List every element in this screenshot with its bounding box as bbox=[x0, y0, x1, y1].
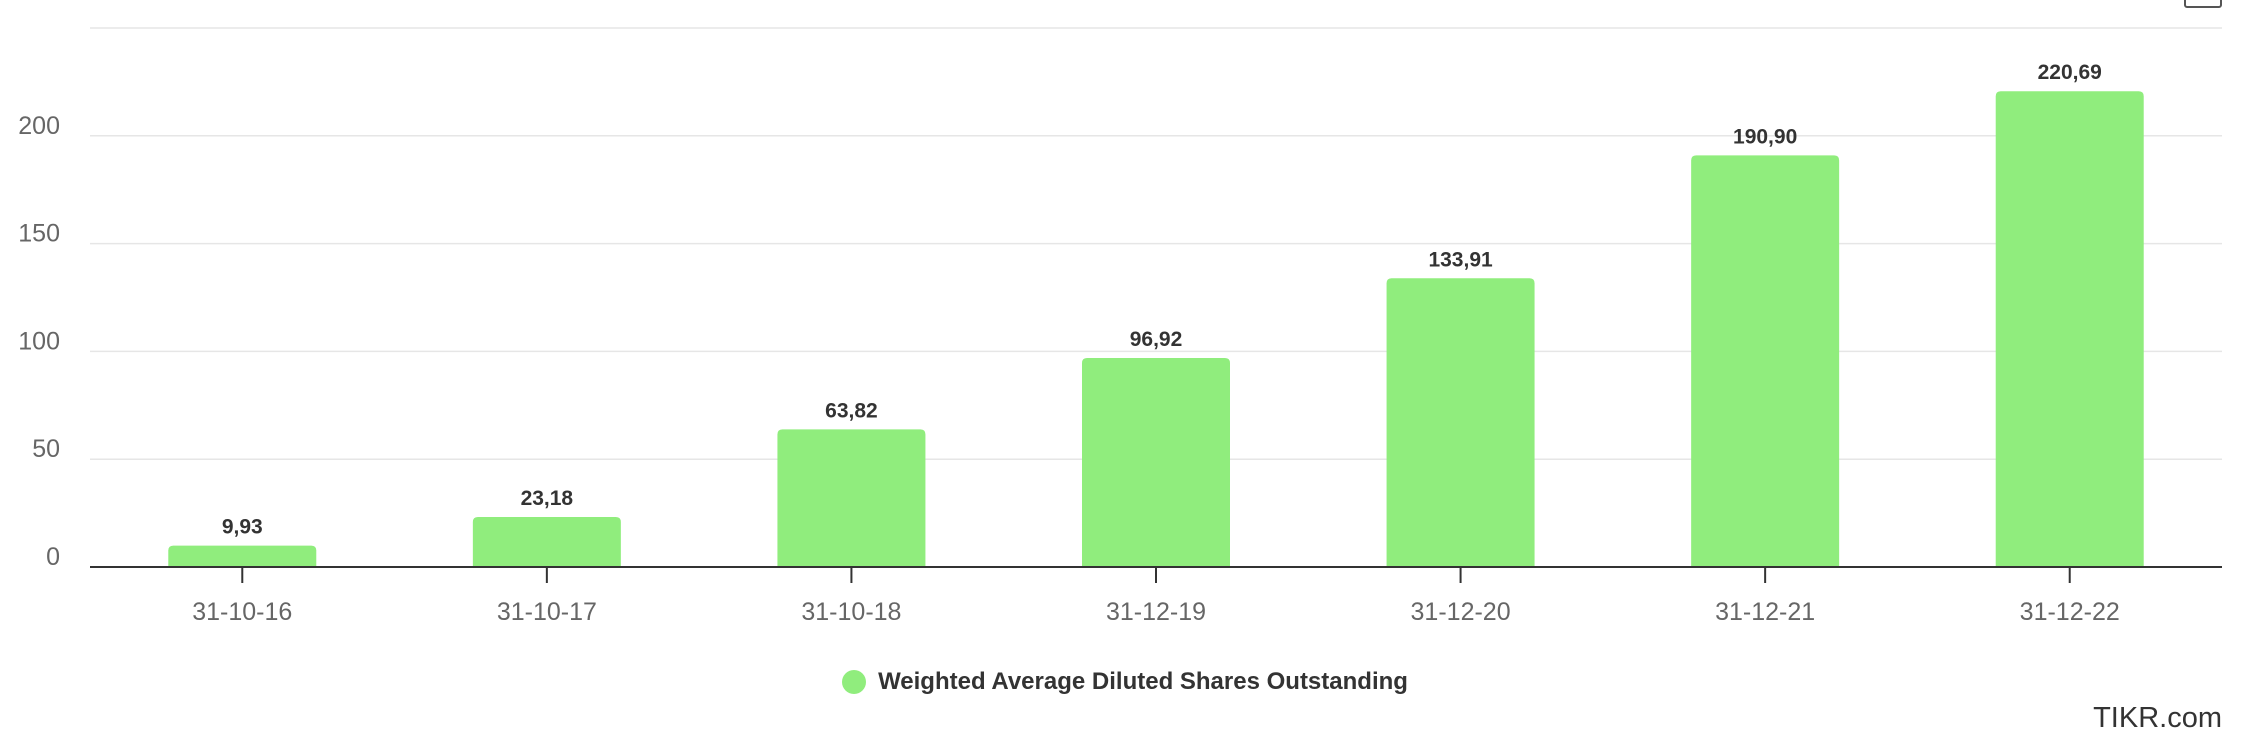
y-tick-label: 150 bbox=[18, 220, 60, 248]
legend-label: Weighted Average Diluted Shares Outstand… bbox=[878, 668, 1408, 695]
menu-icon[interactable] bbox=[2184, 0, 2222, 8]
x-tick-label: 31-12-20 bbox=[1411, 598, 1511, 626]
data-label: 63,82 bbox=[825, 399, 878, 422]
gridlines bbox=[90, 27, 2222, 460]
x-axis: 31-10-16 31-10-17 31-10-18 31-12-19 31-12-20… bbox=[90, 566, 2222, 626]
bars bbox=[168, 91, 2144, 568]
bar[interactable] bbox=[1995, 91, 2144, 568]
legend-marker-icon bbox=[842, 670, 867, 694]
x-tick-label: 31-12-21 bbox=[1715, 598, 1815, 626]
bar[interactable] bbox=[168, 545, 317, 567]
credit-text[interactable]: TIKR.com bbox=[2093, 702, 2222, 734]
data-label: 23,18 bbox=[521, 487, 574, 510]
bar[interactable] bbox=[1691, 155, 1840, 567]
x-tick-label: 31-10-16 bbox=[192, 598, 292, 626]
y-tick-label: 0 bbox=[46, 543, 60, 571]
data-label: 190,90 bbox=[1733, 125, 1797, 148]
bar[interactable] bbox=[472, 517, 621, 567]
bar[interactable] bbox=[777, 429, 926, 567]
legend: Weighted Average Diluted Shares Outstand… bbox=[0, 665, 2250, 699]
y-tick-label: 50 bbox=[32, 435, 60, 463]
x-tick-label: 31-10-17 bbox=[497, 598, 597, 626]
x-tick-label: 31-10-18 bbox=[801, 598, 901, 626]
bar[interactable] bbox=[1082, 358, 1230, 567]
y-axis: 0 50 100 150 200 bbox=[18, 112, 60, 571]
data-label: 133,91 bbox=[1428, 248, 1493, 271]
data-labels: 9,93 23,18 63,82 96,92 133,91 190,90 220,69 bbox=[222, 61, 2102, 538]
x-tick-label: 31-12-22 bbox=[2020, 598, 2120, 626]
y-tick-label: 100 bbox=[18, 327, 60, 355]
data-label: 9,93 bbox=[222, 516, 263, 539]
y-tick-label: 200 bbox=[18, 112, 60, 140]
x-tick-label: 31-12-19 bbox=[1106, 598, 1206, 626]
data-label: 96,92 bbox=[1130, 328, 1183, 351]
data-label: 220,69 bbox=[2038, 61, 2102, 84]
legend-item[interactable]: Weighted Average Diluted Shares Outstand… bbox=[842, 668, 1408, 696]
bar[interactable] bbox=[1386, 278, 1535, 567]
